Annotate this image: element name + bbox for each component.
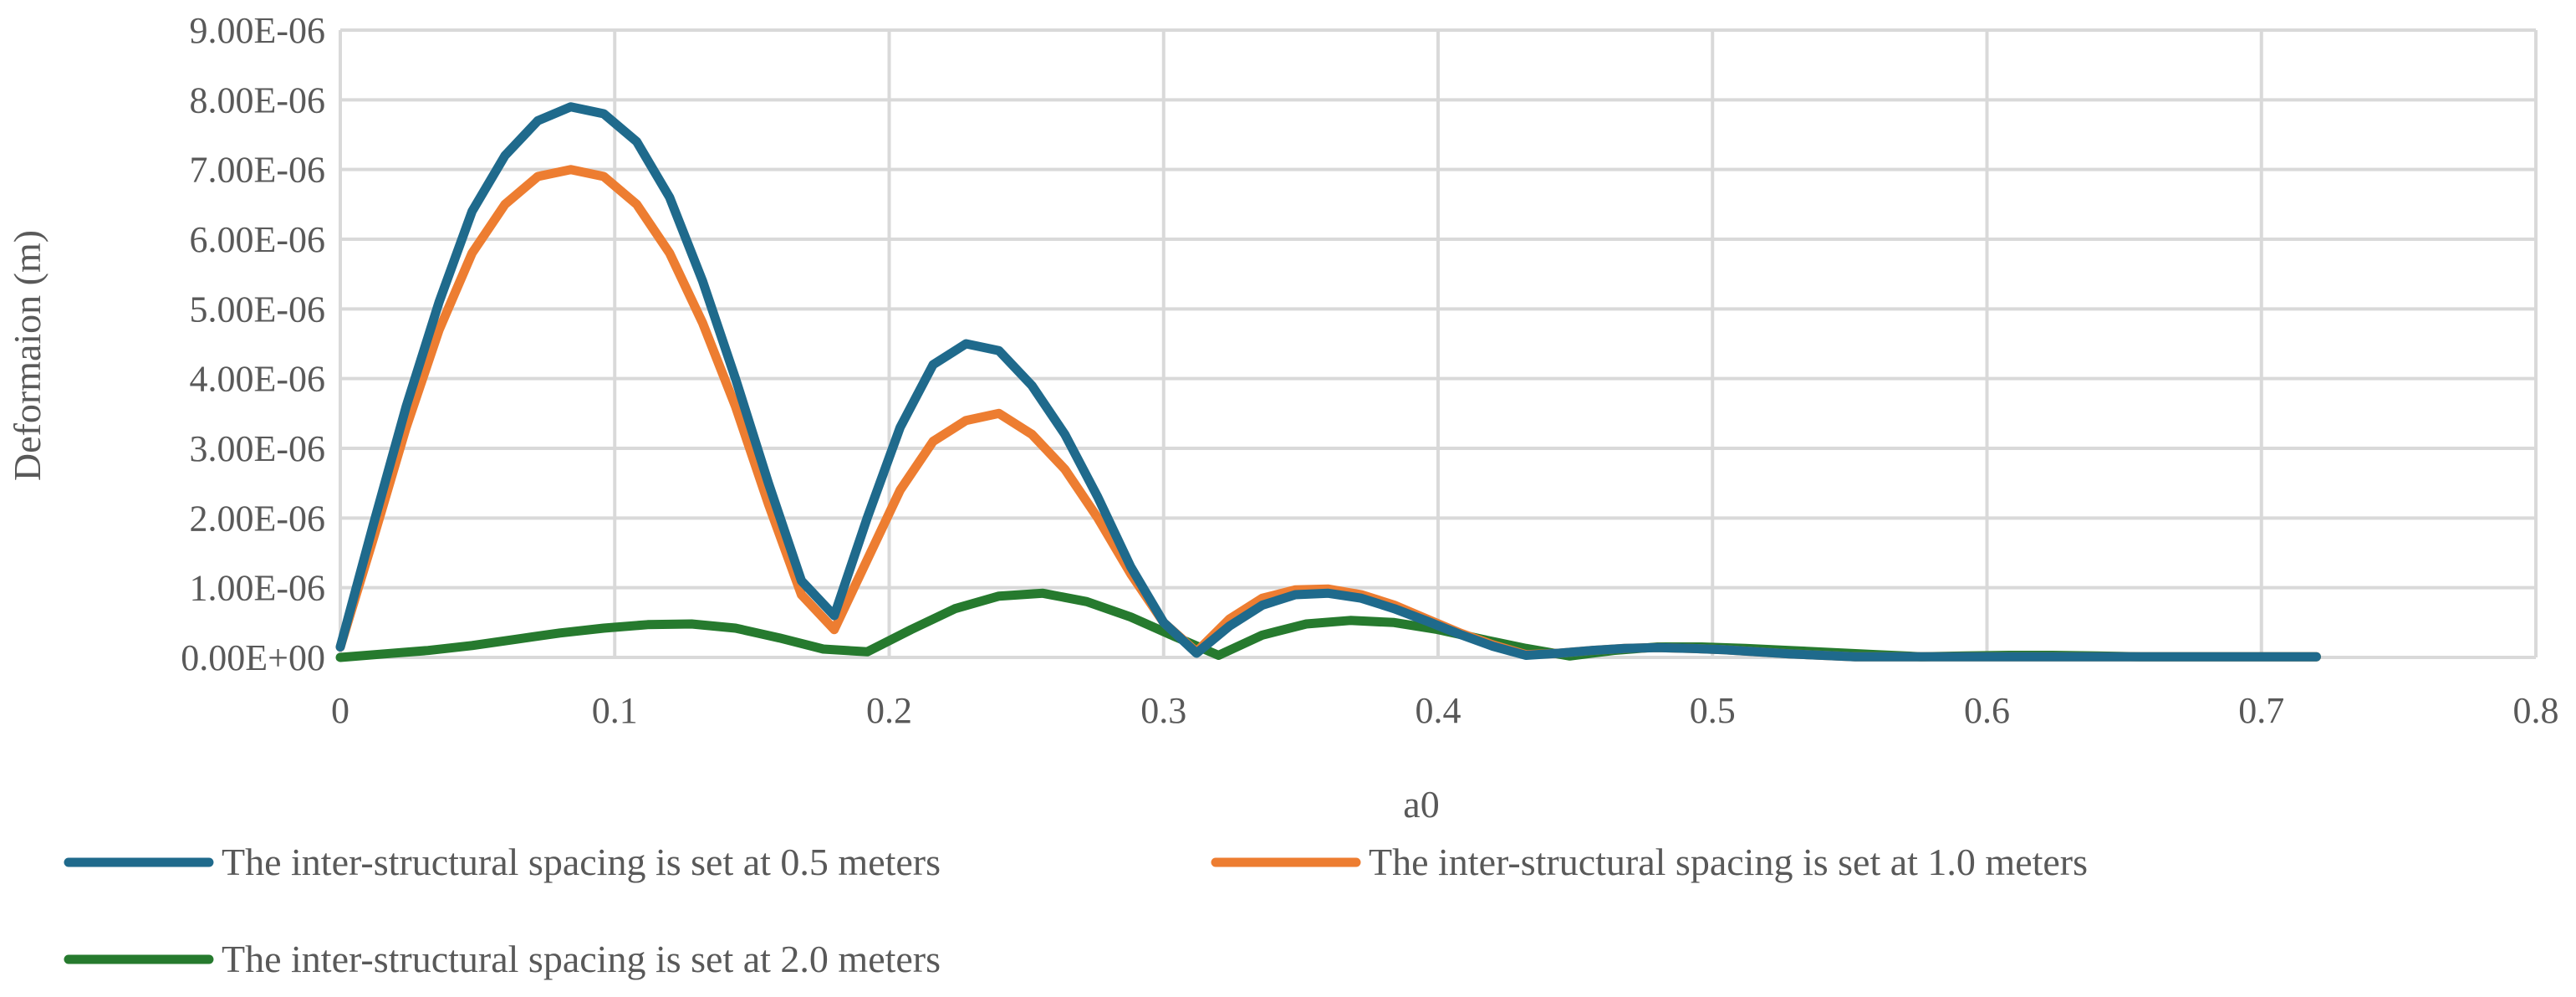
x-tick-label: 0.8 [2513,690,2559,731]
legend-label-2: The inter-structural spacing is set at 1… [1369,841,2088,883]
series-line-3 [335,588,2321,662]
x-tick-label: 0.7 [2238,690,2284,731]
grid-lines [339,28,2538,659]
x-tick-label: 0.6 [1964,690,2010,731]
y-tick-label: 1.00E-06 [189,568,325,609]
y-tick-label: 9.00E-06 [189,10,325,51]
x-tick-label: 0 [331,690,349,731]
x-tick-label: 0.4 [1416,690,1461,731]
legend-label-3: The inter-structural spacing is set at 2… [222,938,941,980]
x-axis-title: a0 [1403,783,1439,826]
x-tick-label: 0.3 [1140,690,1186,731]
y-axis: 0.00E+00 1.00E-06 2.00E-06 3.00E-06 4.00E-06… [181,10,325,678]
series-layer [335,102,2321,662]
x-tick-label: 0.1 [592,690,638,731]
legend-label-1: The inter-structural spacing is set at 0… [222,841,941,883]
y-tick-label: 8.00E-06 [189,79,325,120]
series-line-2 [335,165,2321,662]
y-tick-label: 4.00E-06 [189,359,325,400]
y-tick-label: 2.00E-06 [189,498,325,539]
y-axis-title: Deformaion (m) [6,230,48,481]
x-axis: 0 0.1 0.2 0.3 0.4 0.5 0.6 0.7 0.8 [331,690,2559,731]
y-tick-label: 3.00E-06 [189,428,325,469]
series-line-1 [335,102,2321,662]
y-tick-label: 5.00E-06 [189,289,325,330]
x-tick-label: 0.2 [866,690,912,731]
legend: The inter-structural spacing is set at 0… [64,841,2088,980]
x-tick-label: 0.5 [1690,690,1736,731]
y-tick-label: 7.00E-06 [189,150,325,191]
y-tick-label: 0.00E+00 [181,637,325,678]
y-tick-label: 6.00E-06 [189,219,325,260]
